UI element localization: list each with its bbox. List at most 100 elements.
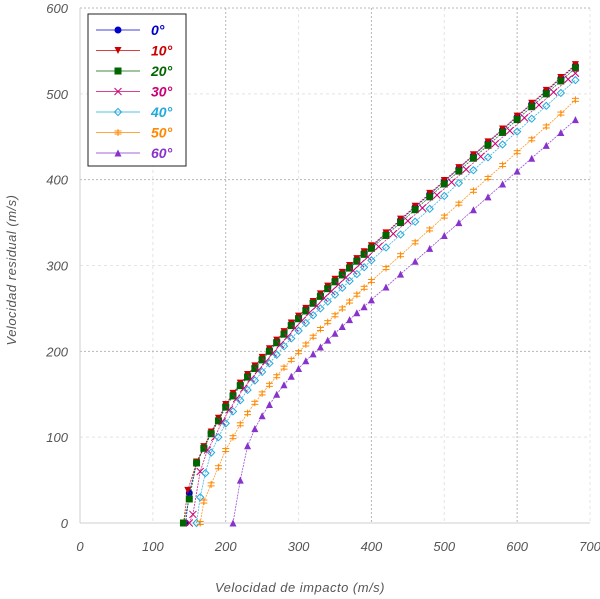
data-point [251,425,259,433]
series-4 [192,75,580,528]
legend-box [87,13,187,167]
series-line [185,65,576,524]
data-point [367,244,375,252]
data-point [185,495,193,503]
data-point [251,399,259,407]
data-point [469,206,477,214]
y-tick-label: 400 [46,173,68,188]
data-point [513,167,521,175]
legend-item: 10° [96,43,173,59]
data-point [549,88,558,96]
data-point [207,430,215,438]
data-point [273,339,281,347]
data-point [483,153,493,162]
data-point [557,128,565,136]
y-tick-label: 500 [46,87,68,102]
data-point [382,231,390,239]
data-point [228,407,238,416]
data-point [455,219,463,227]
data-point [542,141,550,149]
data-point [258,356,266,364]
data-point [196,493,205,502]
data-point [222,403,230,411]
data-point [397,270,405,278]
data-point [338,283,347,293]
data-point [302,357,310,365]
data-point [520,114,529,122]
data-point [265,381,273,389]
data-point [367,277,375,285]
legend-item: 30° [96,84,173,100]
data-point [410,217,420,226]
series-5 [196,96,579,527]
legend-label: 10° [151,43,173,59]
legend-marker [113,107,123,117]
data-point [222,446,230,454]
legend-marker [114,87,122,96]
data-point [353,257,361,265]
data-point [316,304,325,313]
y-tick-label: 300 [46,259,68,274]
data-point [309,333,317,341]
data-point [476,152,485,161]
data-point [236,382,244,390]
series-line [183,67,576,524]
x-tick-label: 500 [433,539,455,554]
data-point [298,316,307,325]
data-point [512,127,522,136]
data-point [244,442,252,450]
data-point [528,103,536,111]
x-tick-label: 400 [361,539,383,554]
data-point [454,178,464,188]
data-point [557,110,565,118]
data-point [338,304,346,312]
legend-label: 60° [151,145,173,161]
data-point [193,459,201,467]
data-point [513,148,521,156]
data-point [302,340,310,348]
data-point [250,376,260,385]
data-point [218,417,226,426]
legend-item: 60° [96,145,173,161]
y-tick-label: 0 [61,516,69,531]
data-point [279,341,289,351]
data-point [440,231,448,239]
data-point [342,273,350,282]
data-point [232,394,241,403]
data-point [196,519,204,527]
data-point [447,178,456,187]
series-6 [229,116,579,527]
data-point [261,357,270,366]
data-point [295,315,303,323]
x-tick-label: 300 [288,539,310,554]
data-point [265,347,273,355]
data-point [498,140,507,149]
data-point [349,266,358,275]
data-point [499,128,507,136]
y-axis-title: Velocidad residual (m/s) [4,195,19,346]
data-point [265,401,273,409]
data-point [425,204,434,214]
data-point [200,444,208,452]
data-point [258,389,266,397]
data-point [294,326,303,335]
data-point [287,334,296,343]
data-point [499,161,507,169]
data-point [269,349,277,357]
data-point [440,191,449,201]
data-point [251,365,259,372]
data-point [327,287,336,296]
data-point [301,318,311,328]
data-point [265,359,274,368]
data-point [316,325,324,333]
legend-item: 20° [96,63,173,79]
data-point [316,292,324,300]
data-point [214,417,222,425]
data-point [346,316,354,324]
data-point [229,519,237,527]
data-point [426,193,434,201]
data-point [200,498,208,506]
data-point [302,307,310,315]
data-point [247,374,256,383]
data-point [440,213,448,221]
